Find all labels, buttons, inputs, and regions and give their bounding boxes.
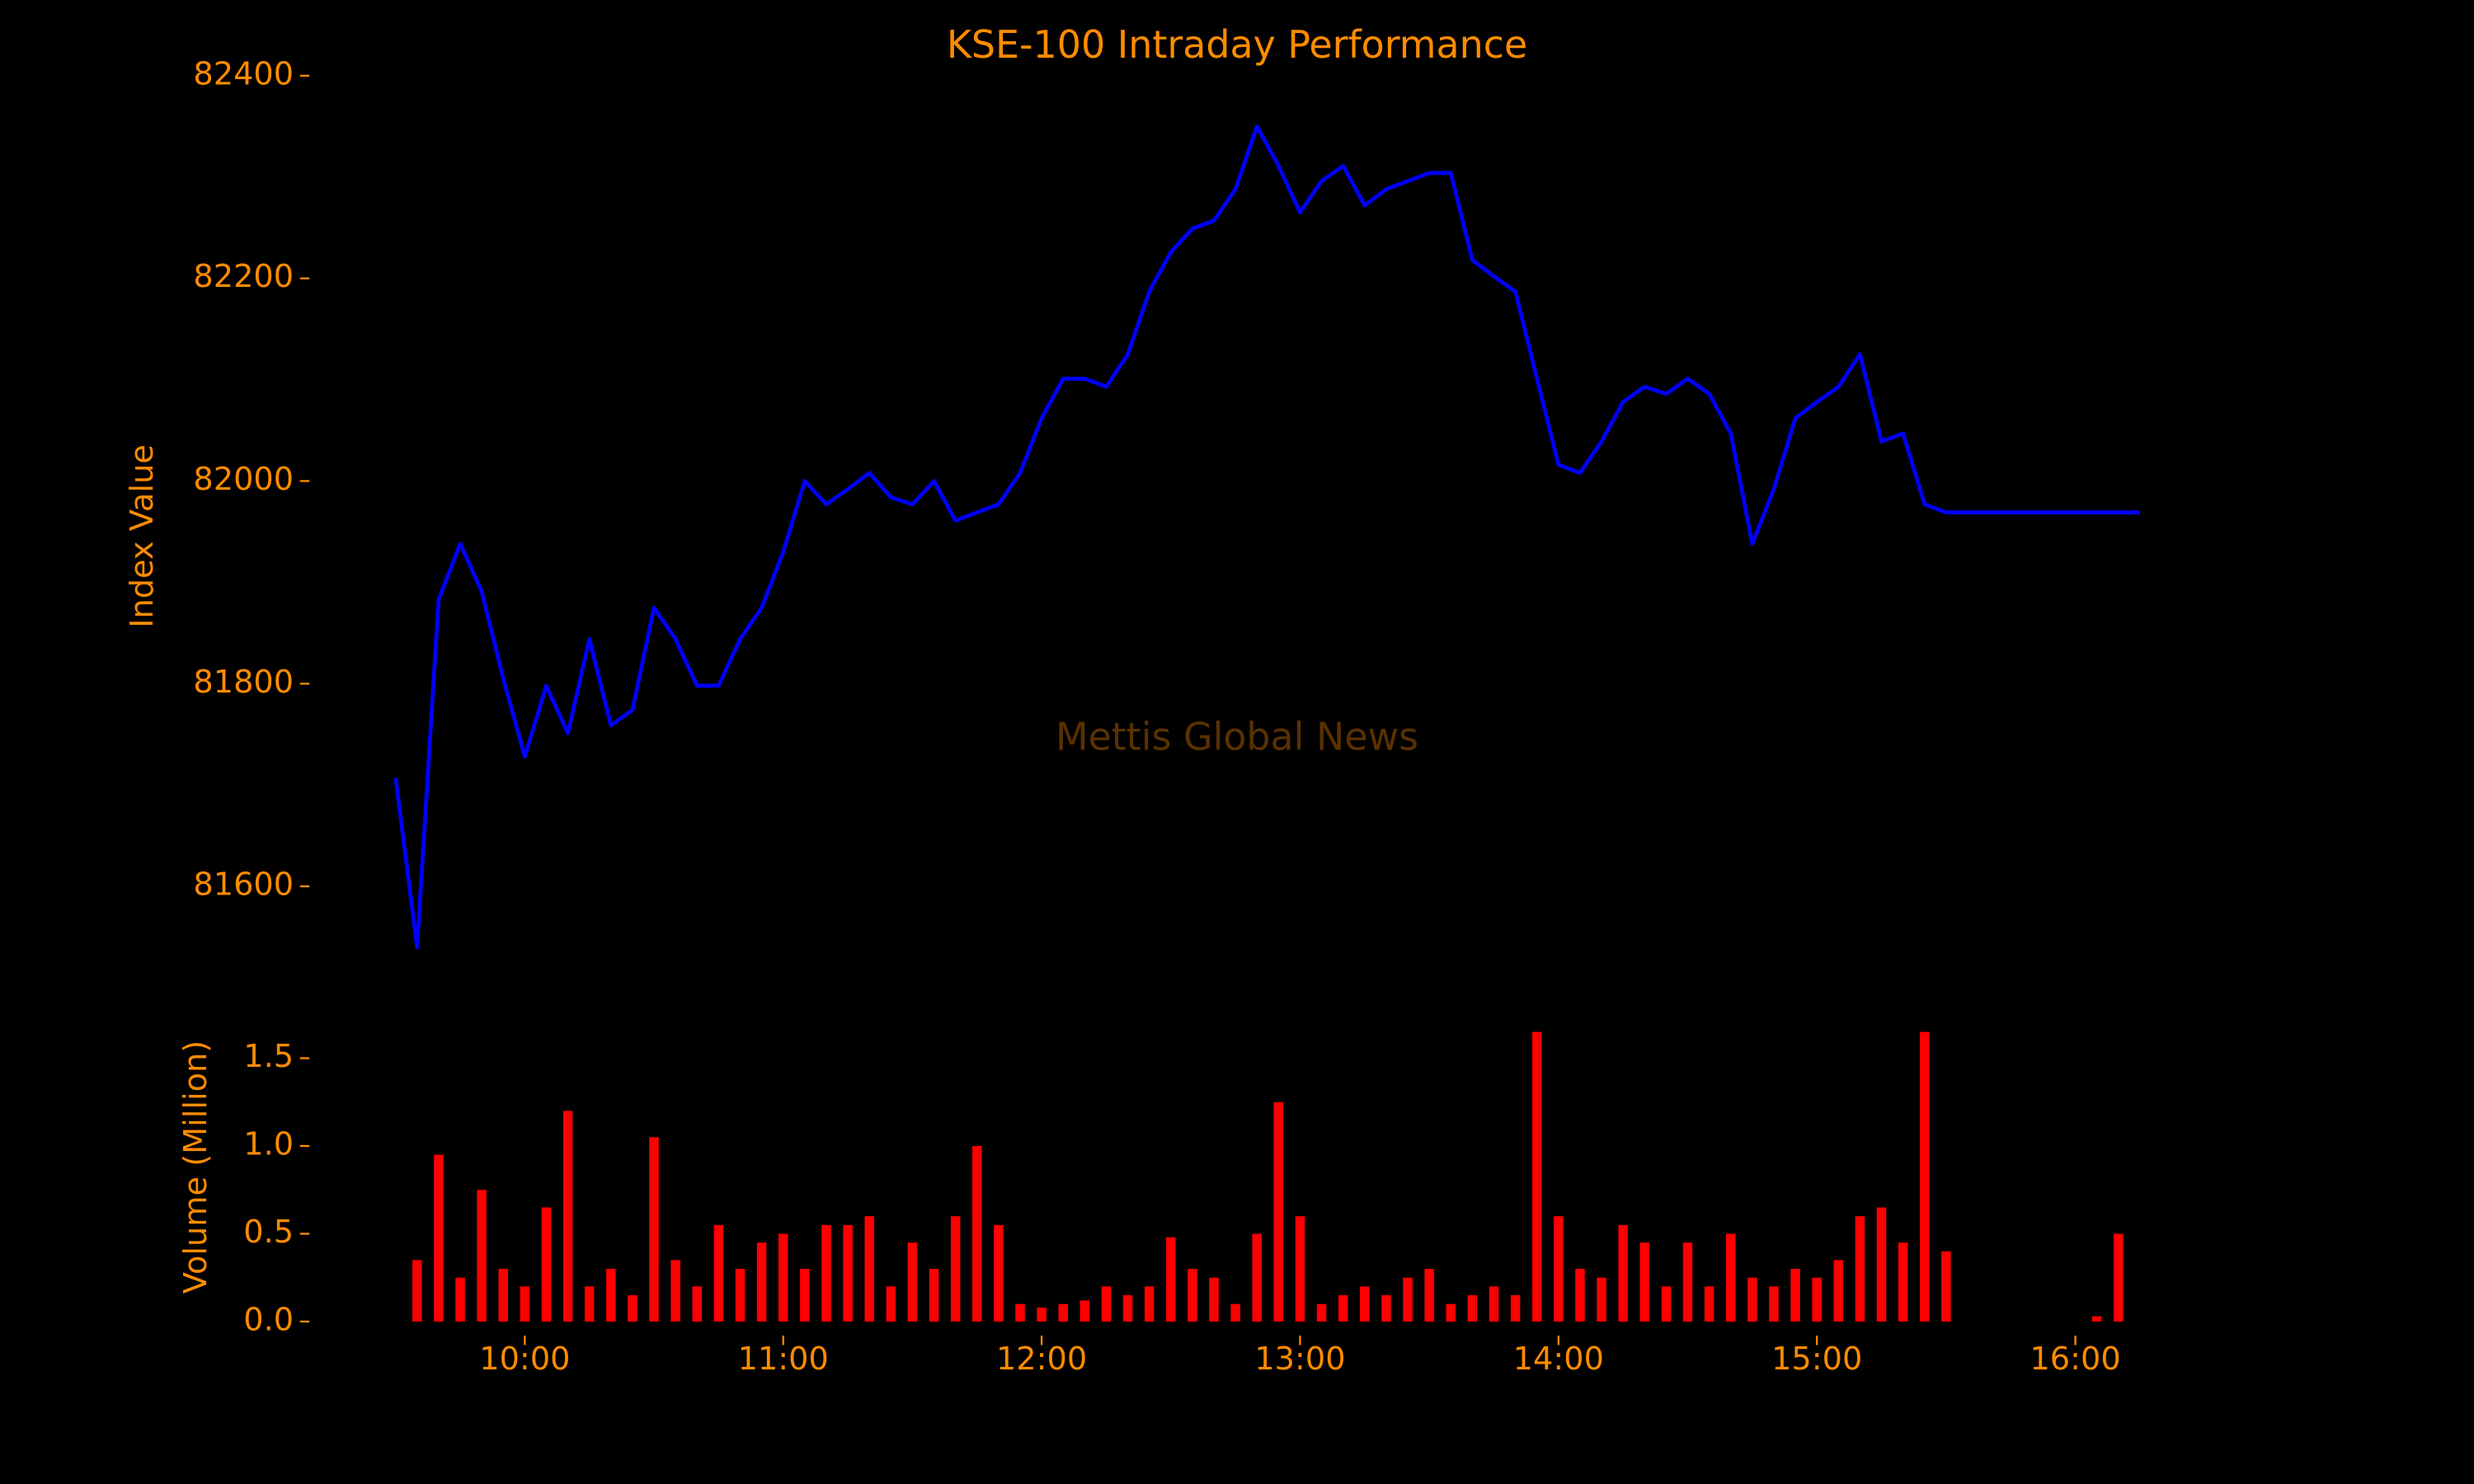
volume-bar: [821, 1224, 831, 1322]
y-tick-label: 82400: [193, 55, 294, 92]
volume-bar: [735, 1269, 745, 1322]
volume-bar: [1941, 1251, 1951, 1322]
volume-bar: [843, 1224, 853, 1322]
volume-bar: [541, 1207, 552, 1322]
volume-bar: [1122, 1295, 1133, 1322]
volume-bar: [1037, 1307, 1047, 1322]
volume-bar: [1144, 1286, 1155, 1322]
volume-bar: [1273, 1101, 1284, 1322]
x-tick-label: 16:00: [2030, 1341, 2120, 1378]
volume-bar: [434, 1154, 444, 1322]
y-tick-label: 82000: [193, 461, 294, 498]
volume-bar: [498, 1269, 509, 1322]
volume-bar: [628, 1295, 637, 1322]
volume-bar: [1855, 1216, 1865, 1322]
y-tick-label: 81600: [193, 866, 294, 904]
x-tick-label: 13:00: [1254, 1341, 1345, 1378]
y-tick-label: 1.5: [243, 1038, 294, 1075]
x-tick-label: 10:00: [479, 1341, 570, 1378]
volume-bar: [1510, 1295, 1521, 1322]
y-tick-label: 0.0: [243, 1301, 294, 1338]
volume-bar: [972, 1146, 982, 1322]
volume-bar: [929, 1269, 939, 1322]
volume-bar: [670, 1260, 680, 1322]
volume-bar: [864, 1216, 874, 1322]
volume-bar: [1704, 1286, 1714, 1322]
volume-bar: [1058, 1303, 1068, 1322]
volume-bar: [1726, 1233, 1736, 1322]
volume-bar: [1618, 1224, 1628, 1322]
volume-bar: [1682, 1242, 1693, 1322]
volume-bar: [1489, 1286, 1499, 1322]
volume-bar: [1812, 1277, 1822, 1322]
volume-bar: [1015, 1303, 1025, 1322]
volume-bar: [1898, 1242, 1908, 1322]
volume-bar: [1316, 1303, 1327, 1322]
volume-bar: [1295, 1216, 1305, 1322]
volume-bar: [1338, 1295, 1348, 1322]
volume-bar: [1597, 1277, 1606, 1322]
volume-bar: [1769, 1286, 1779, 1322]
volume-bar: [1639, 1242, 1650, 1322]
volume-bar: [994, 1224, 1004, 1322]
x-tick-label: 11:00: [738, 1341, 829, 1378]
y-tick-label: 81800: [193, 664, 294, 701]
index-line: [393, 124, 2140, 950]
volume-bar: [1661, 1286, 1672, 1322]
volume-bar: [800, 1269, 810, 1322]
volume-bar: [1554, 1216, 1564, 1322]
volume-bar: [1833, 1260, 1844, 1322]
volume-bar: [692, 1286, 703, 1322]
volume-bar: [1166, 1237, 1176, 1322]
volume-bar: [520, 1286, 530, 1322]
volume-bar: [886, 1286, 896, 1322]
volume-bar: [562, 1111, 573, 1322]
y-tick-label: 82200: [193, 258, 294, 295]
volume-bar: [950, 1216, 961, 1322]
volume-bar: [584, 1286, 595, 1322]
volume-bar: [778, 1233, 788, 1322]
volume-bar: [412, 1260, 422, 1322]
volume-bar: [1876, 1207, 1887, 1322]
y-axis-label: Index Value: [124, 444, 161, 628]
chart-title: KSE-100 Intraday Performance: [947, 22, 1527, 67]
x-tick-label: 15:00: [1771, 1341, 1862, 1378]
volume-bar: [2091, 1316, 2102, 1322]
x-tick-label: 14:00: [1513, 1341, 1604, 1378]
y-axis-label: Volume (Million): [177, 1040, 214, 1294]
volume-bar: [1531, 1031, 1542, 1322]
volume-bar: [1381, 1295, 1391, 1322]
volume-bar: [1252, 1233, 1262, 1322]
y-tick-label: 1.0: [243, 1126, 294, 1163]
volume-bar: [1209, 1277, 1219, 1322]
volume-bar: [1360, 1286, 1370, 1322]
volume-bar: [1575, 1269, 1585, 1322]
volume-bar: [1424, 1269, 1434, 1322]
x-tick-label: 12:00: [996, 1341, 1087, 1378]
volume-bar: [1101, 1286, 1112, 1322]
volume-bar: [1747, 1277, 1757, 1322]
volume-bar: [1920, 1031, 1930, 1322]
volume-bar: [1403, 1277, 1413, 1322]
volume-bar: [1079, 1300, 1090, 1322]
volume-bar: [713, 1224, 724, 1322]
volume-bar: [649, 1137, 659, 1322]
watermark: Mettis Global News: [1056, 715, 1418, 759]
volume-bar: [477, 1190, 487, 1322]
y-tick-label: 0.5: [243, 1214, 294, 1251]
volume-bar: [1230, 1303, 1240, 1322]
volume-bar: [756, 1242, 767, 1322]
volume-bar: [1446, 1303, 1456, 1322]
volume-bar: [1188, 1269, 1197, 1322]
volume-bar: [606, 1269, 616, 1322]
volume-bar: [455, 1277, 465, 1322]
volume-bar: [1467, 1295, 1478, 1322]
volume-bar: [907, 1242, 918, 1322]
volume-bar: [1790, 1269, 1800, 1322]
volume-bar: [2114, 1233, 2124, 1322]
